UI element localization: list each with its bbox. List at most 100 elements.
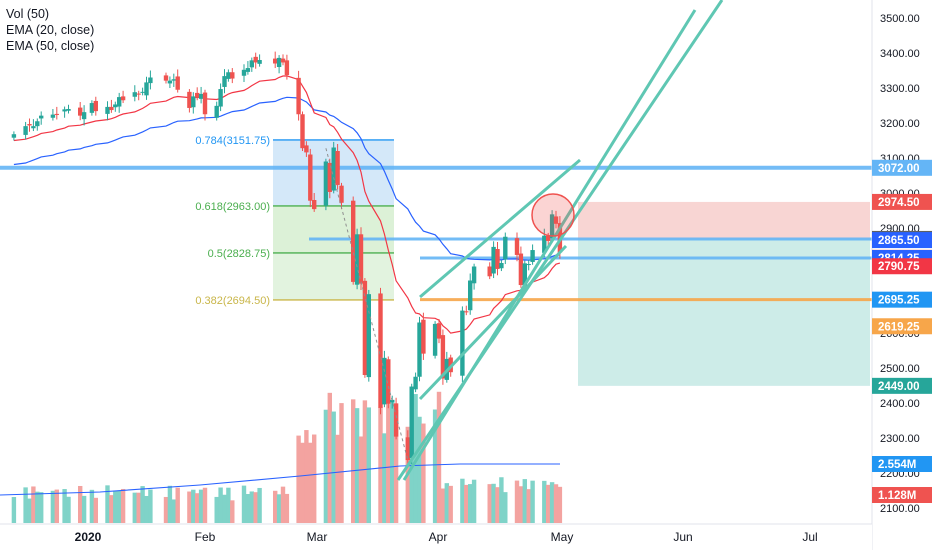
volume-bar <box>499 477 504 523</box>
volume-bar <box>280 486 286 523</box>
candle-body <box>81 112 87 120</box>
volume-bar <box>120 488 126 523</box>
price-label: 2619.25 <box>878 321 920 333</box>
volume-bar <box>78 485 83 523</box>
volume-bar <box>464 484 469 523</box>
volume-bar <box>390 400 395 523</box>
fib-zone <box>273 205 394 253</box>
candle-body <box>393 403 399 437</box>
candle-body <box>163 75 169 81</box>
volume-bar <box>354 408 360 523</box>
price-axis: 2100.002200.002300.002400.002500.002600.… <box>871 0 932 550</box>
candle-body <box>280 58 286 63</box>
candle-body <box>241 69 247 76</box>
candle-body <box>109 106 114 111</box>
legend-ema20[interactable]: EMA (20, close) <box>6 23 95 37</box>
candle-body <box>214 105 219 118</box>
price-label-box <box>872 318 932 335</box>
time-tick-label: Mar <box>307 530 328 544</box>
candle-body <box>257 60 262 64</box>
volume-bar <box>175 487 180 523</box>
volume-bar <box>35 491 40 523</box>
candle-body <box>78 107 83 116</box>
candle-body <box>304 145 309 153</box>
candle-body <box>191 96 196 108</box>
candle-body <box>66 109 71 111</box>
volume-bar <box>218 487 223 523</box>
candle-body <box>421 319 426 354</box>
volume-bar <box>460 478 465 523</box>
volume-bar <box>241 485 247 523</box>
volume-bar <box>136 492 141 523</box>
volume-bar <box>549 482 555 523</box>
volume-bar <box>440 488 446 523</box>
volume-label: 1.128M <box>878 490 916 502</box>
candle-body <box>487 266 492 277</box>
price-label: 2865.50 <box>878 235 920 247</box>
candle-body <box>514 238 520 255</box>
volume-bar <box>339 403 344 523</box>
time-axis: 2020 Feb Mar Apr May Jun Jul <box>0 523 872 550</box>
volume-bar <box>284 493 290 523</box>
candle-body <box>296 77 301 115</box>
volume-bar <box>222 494 227 523</box>
volume-bar <box>226 487 231 523</box>
volume-bar <box>514 480 520 523</box>
price-label-box <box>872 291 932 308</box>
volume-ma-line <box>0 463 560 496</box>
volume-bar <box>518 486 524 523</box>
volume-bar <box>468 484 473 523</box>
volume-bar <box>386 401 391 523</box>
volume-bar <box>553 484 559 523</box>
volume-bar <box>471 479 477 523</box>
volume-bar <box>546 484 551 523</box>
candle-body <box>117 97 122 107</box>
volume-bar <box>362 400 368 523</box>
candle-body <box>300 114 305 149</box>
candle-body <box>526 264 531 266</box>
candle-body <box>440 335 446 379</box>
candle-body <box>245 68 251 72</box>
volume-bar <box>39 492 44 523</box>
volume-bar <box>487 484 492 523</box>
trend-line <box>402 9 697 481</box>
candle-body <box>491 246 496 274</box>
legend-volume[interactable]: Vol (50) <box>6 7 50 21</box>
candle-body <box>331 147 336 191</box>
candle-body <box>405 437 410 461</box>
volume-bar <box>81 495 87 523</box>
candle-body <box>339 185 344 203</box>
candle-body <box>366 294 371 378</box>
price-label: 2449.00 <box>878 381 920 393</box>
candle-body <box>31 126 36 129</box>
volume-bar <box>144 495 149 523</box>
volume-bar <box>163 496 169 523</box>
volume-bar <box>351 399 356 523</box>
time-tick-label: 2020 <box>75 530 102 544</box>
volume-bar <box>62 489 67 523</box>
fib-level-label: 0.382(2694.50) <box>195 295 270 307</box>
volume-label-box <box>872 487 932 503</box>
candle-body <box>386 359 391 404</box>
legend-ema50[interactable]: EMA (50, close) <box>6 39 95 53</box>
candle-body <box>432 323 438 356</box>
price-label: 2695.25 <box>878 295 920 307</box>
candle-body <box>140 91 145 93</box>
volume-bar <box>117 490 122 523</box>
candle-body <box>148 77 153 84</box>
candle-body <box>120 96 126 101</box>
volume-bar <box>257 487 262 523</box>
candle-body <box>335 151 340 185</box>
volume-bar <box>132 492 137 523</box>
candle-body <box>417 322 422 377</box>
candle-body <box>553 216 559 224</box>
candle-body <box>27 124 32 126</box>
candle-body <box>323 161 329 206</box>
candle-body <box>187 91 192 108</box>
candle-body <box>23 126 28 135</box>
candle-body <box>378 293 383 408</box>
candle-body <box>503 236 508 260</box>
candle-body <box>226 72 231 79</box>
volume-bar <box>331 411 336 523</box>
